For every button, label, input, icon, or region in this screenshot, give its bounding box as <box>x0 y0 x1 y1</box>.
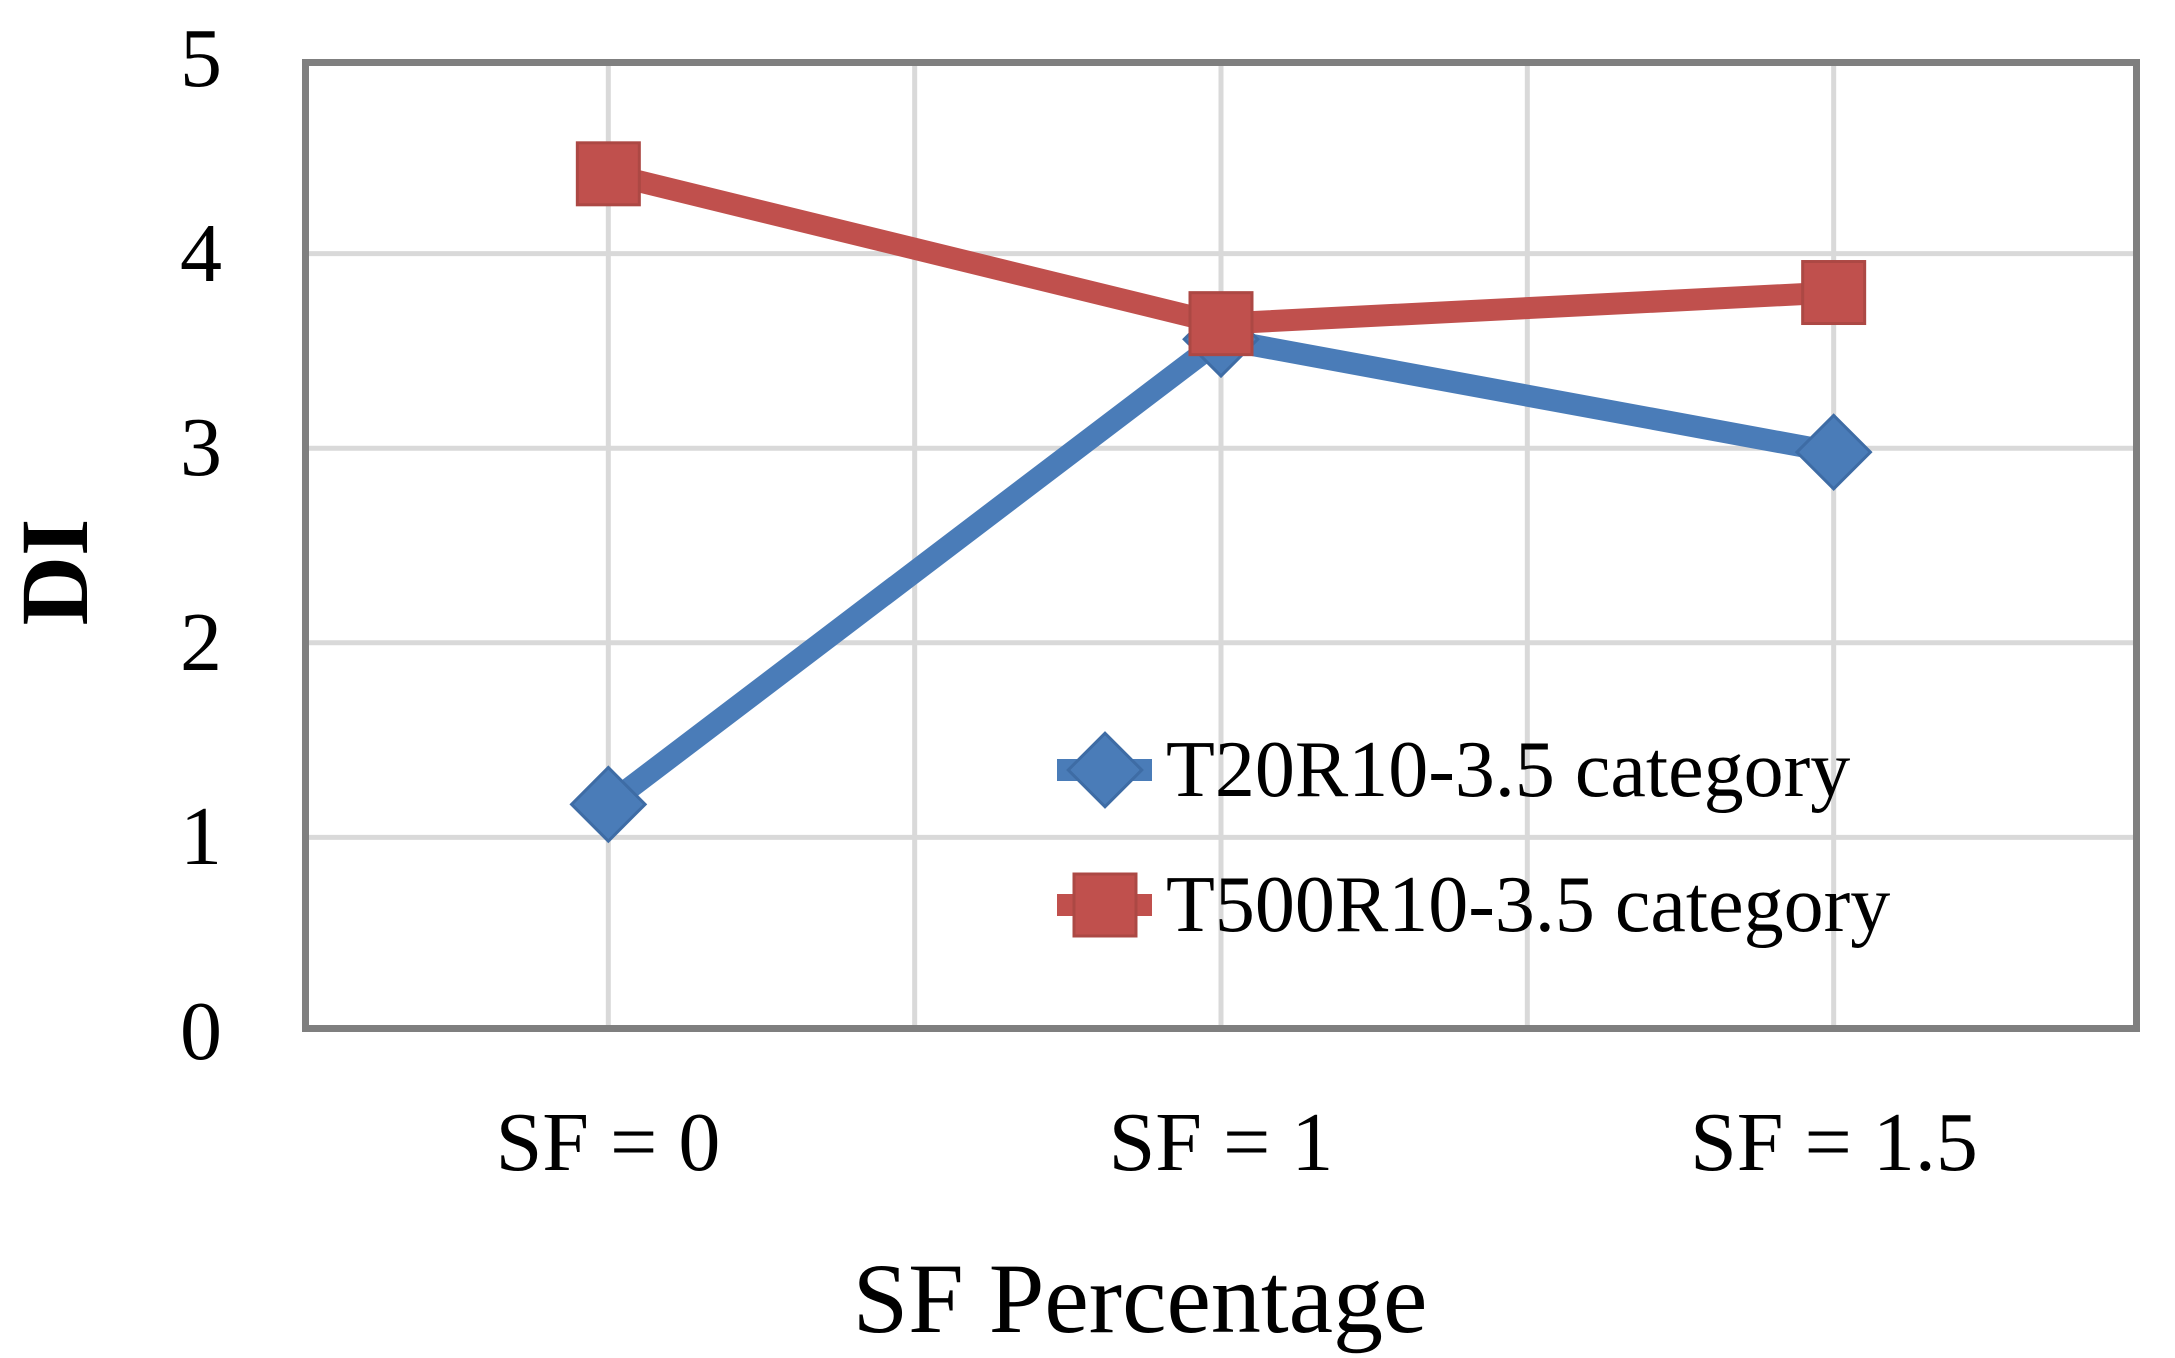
plot-border <box>302 59 2140 1032</box>
y-tick-label: 0 <box>180 985 222 1078</box>
data-point-square <box>1801 260 1867 326</box>
legend: T20R10-3.5 category T500R10-3.5 category <box>1057 715 1890 985</box>
legend-item: T500R10-3.5 category <box>1057 850 1890 960</box>
legend-marker-square-icon <box>1057 872 1152 938</box>
data-point-square <box>1188 291 1254 357</box>
legend-item: T20R10-3.5 category <box>1057 715 1890 825</box>
y-tick-label: 3 <box>180 401 222 494</box>
data-point-diamond <box>1794 413 1873 491</box>
legend-label: T20R10-3.5 category <box>1166 726 1851 814</box>
x-tick-label: SF = 1.5 <box>1690 1096 1978 1189</box>
data-point-square <box>575 141 641 207</box>
data-point-diamond <box>569 765 648 844</box>
legend-marker-diamond-icon <box>1057 731 1152 809</box>
y-tick-label: 4 <box>180 207 222 300</box>
plot-area <box>302 59 2140 1032</box>
x-tick-label: SF = 1 <box>1108 1096 1334 1189</box>
y-tick-label: 1 <box>180 790 222 883</box>
y-tick-label: 2 <box>180 596 222 689</box>
legend-label: T500R10-3.5 category <box>1166 861 1891 949</box>
plot-canvas <box>302 59 2140 1032</box>
x-axis-title: SF Percentage <box>852 1243 1428 1354</box>
legend-square <box>1072 872 1138 938</box>
legend-diamond <box>1066 731 1144 809</box>
y-tick-label: 5 <box>180 12 222 105</box>
x-tick-label: SF = 0 <box>495 1096 721 1189</box>
